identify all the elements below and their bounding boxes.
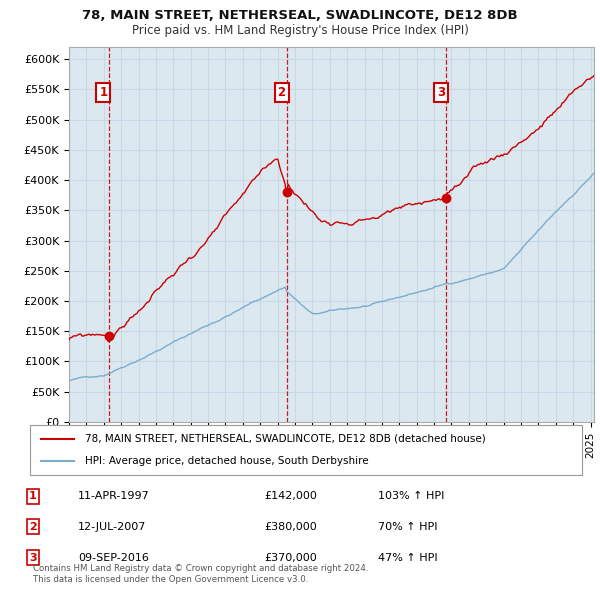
Text: £142,000: £142,000 [264,491,317,501]
Text: 2: 2 [278,86,286,99]
FancyBboxPatch shape [30,425,582,475]
Text: 2: 2 [29,522,37,532]
Text: 103% ↑ HPI: 103% ↑ HPI [378,491,445,501]
Text: This data is licensed under the Open Government Licence v3.0.: This data is licensed under the Open Gov… [33,575,308,584]
Text: 47% ↑ HPI: 47% ↑ HPI [378,553,437,562]
Text: 11-APR-1997: 11-APR-1997 [78,491,150,501]
Text: 70% ↑ HPI: 70% ↑ HPI [378,522,437,532]
Text: £380,000: £380,000 [264,522,317,532]
Text: 3: 3 [29,553,37,562]
Text: 12-JUL-2007: 12-JUL-2007 [78,522,146,532]
Text: 78, MAIN STREET, NETHERSEAL, SWADLINCOTE, DE12 8DB: 78, MAIN STREET, NETHERSEAL, SWADLINCOTE… [82,9,518,22]
Text: 09-SEP-2016: 09-SEP-2016 [78,553,149,562]
Text: Price paid vs. HM Land Registry's House Price Index (HPI): Price paid vs. HM Land Registry's House … [131,24,469,37]
Text: 78, MAIN STREET, NETHERSEAL, SWADLINCOTE, DE12 8DB (detached house): 78, MAIN STREET, NETHERSEAL, SWADLINCOTE… [85,434,486,444]
Point [441,194,451,203]
Text: HPI: Average price, detached house, South Derbyshire: HPI: Average price, detached house, Sout… [85,456,369,466]
Text: Contains HM Land Registry data © Crown copyright and database right 2024.: Contains HM Land Registry data © Crown c… [33,565,368,573]
Text: 1: 1 [29,491,37,501]
Point [104,332,113,341]
Text: 3: 3 [437,86,445,99]
Text: £370,000: £370,000 [264,553,317,562]
Text: 1: 1 [100,86,107,99]
Point [282,188,292,197]
